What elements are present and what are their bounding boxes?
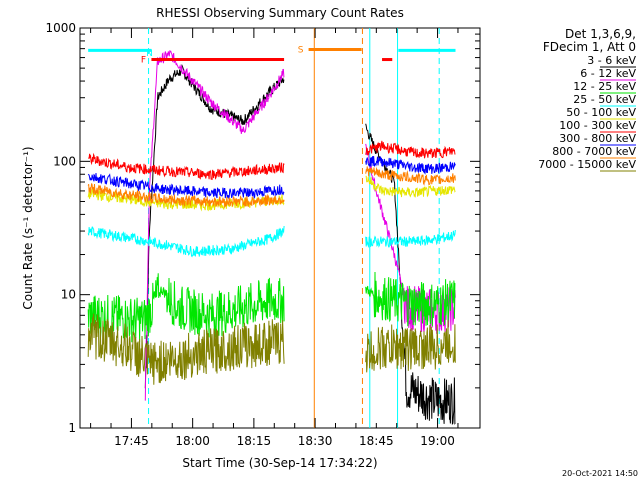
legend-header-1: FDecim 1, Att 0 (543, 40, 636, 54)
y-tick-label-10: 10 (61, 288, 76, 302)
chart-title: RHESSI Observing Summary Count Rates (156, 6, 404, 20)
legend-entry-3: 25 - 50 keV (573, 93, 636, 106)
y-tick-label-1000: 1000 (45, 21, 76, 35)
legend-entry-8: 7000 - 15000 keV (538, 158, 636, 171)
series-100-300-kev-seg2 (365, 140, 456, 159)
legend-entry-7: 800 - 7000 keV (552, 145, 636, 158)
legend-header-0: Det 1,3,6,9, (565, 27, 636, 41)
plot-area: FN S (87, 28, 456, 428)
legend-entry-6: 300 - 800 keV (559, 132, 636, 145)
x-tick-label-1830: 18:30 (298, 434, 333, 448)
x-tick-label-1845: 18:45 (359, 434, 394, 448)
series-12-25-kev-seg2 (365, 271, 456, 327)
legend-entry-0: 3 - 6 keV (587, 54, 636, 67)
legend-entry-5: 100 - 300 keV (559, 119, 636, 132)
legend-entry-2: 12 - 25 keV (573, 80, 636, 93)
y-tick-label-100: 100 (53, 154, 76, 168)
series-6-12-kev-seg1 (144, 50, 285, 401)
series-100-300-kev-seg1 (88, 152, 285, 181)
x-tick-label-1745: 17:45 (114, 434, 149, 448)
series-300-800-kev-seg2 (365, 156, 456, 175)
x-tick-label-1900: 19:00 (420, 434, 455, 448)
series-25-50-kev-seg2 (365, 229, 456, 249)
legend-entry-1: 6 - 12 keV (580, 67, 636, 80)
series-50-100-kev-seg1 (87, 188, 285, 212)
series-7000-15000-kev-seg1 (87, 313, 285, 385)
x-tick-label-1800: 18:00 (175, 434, 210, 448)
series-300-800-kev-seg1 (87, 172, 285, 200)
series-25-50-kev-seg1 (87, 225, 285, 258)
series-7000-15000-kev-seg2 (365, 320, 456, 373)
y-tick-label-1: 1 (68, 421, 76, 435)
axes: 1 10 100 1000 17:45 18:00 18:15 18:30 18:45 19:00 (45, 21, 480, 448)
series-50-100-kev-seg2 (365, 175, 456, 198)
series-800-7000-kev-seg2 (365, 166, 456, 186)
legend-entry-4: 50 - 100 keV (566, 106, 636, 119)
x-tick-label-1815: 18:15 (237, 434, 272, 448)
y-axis-label: Count Rate (s⁻¹ detector⁻¹) (21, 146, 35, 309)
flag-label-F: F (141, 56, 146, 66)
flag-label-S: S (298, 45, 304, 55)
timestamp: 20-Oct-2021 14:50 (562, 469, 638, 478)
series-800-7000-kev-seg1 (87, 183, 285, 209)
x-axis-label: Start Time (30-Sep-14 17:34:22) (182, 456, 377, 470)
flag-label-N: N (146, 49, 153, 59)
series-12-25-kev-seg1 (87, 273, 285, 343)
plot-frame (79, 27, 481, 429)
